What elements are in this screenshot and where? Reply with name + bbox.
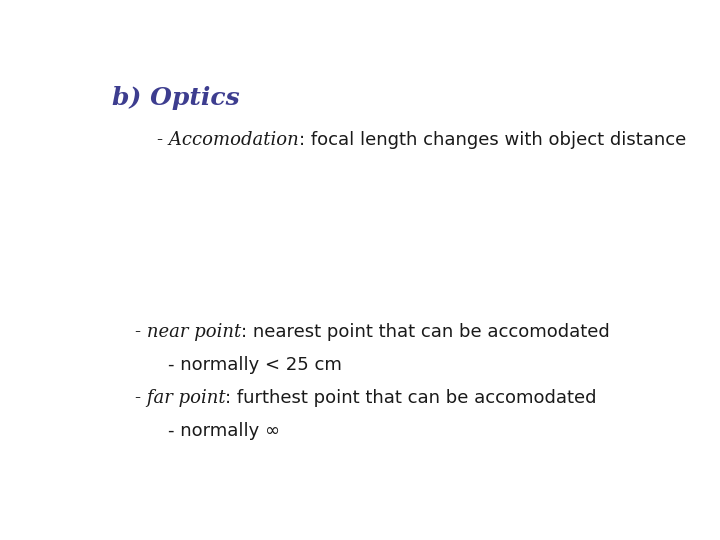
Text: - Accomodation: - Accomodation [157, 131, 299, 150]
Text: - normally < 25 cm: - normally < 25 cm [168, 356, 342, 374]
Text: b) Optics: b) Optics [112, 85, 240, 110]
Text: - normally ∞: - normally ∞ [168, 422, 280, 441]
Text: - near point: - near point [135, 322, 241, 341]
Text: : furthest point that can be accomodated: : furthest point that can be accomodated [225, 389, 597, 407]
Text: - far point: - far point [135, 389, 225, 407]
Text: : nearest point that can be accomodated: : nearest point that can be accomodated [241, 322, 610, 341]
Text: : focal length changes with object distance: : focal length changes with object dista… [299, 131, 686, 150]
